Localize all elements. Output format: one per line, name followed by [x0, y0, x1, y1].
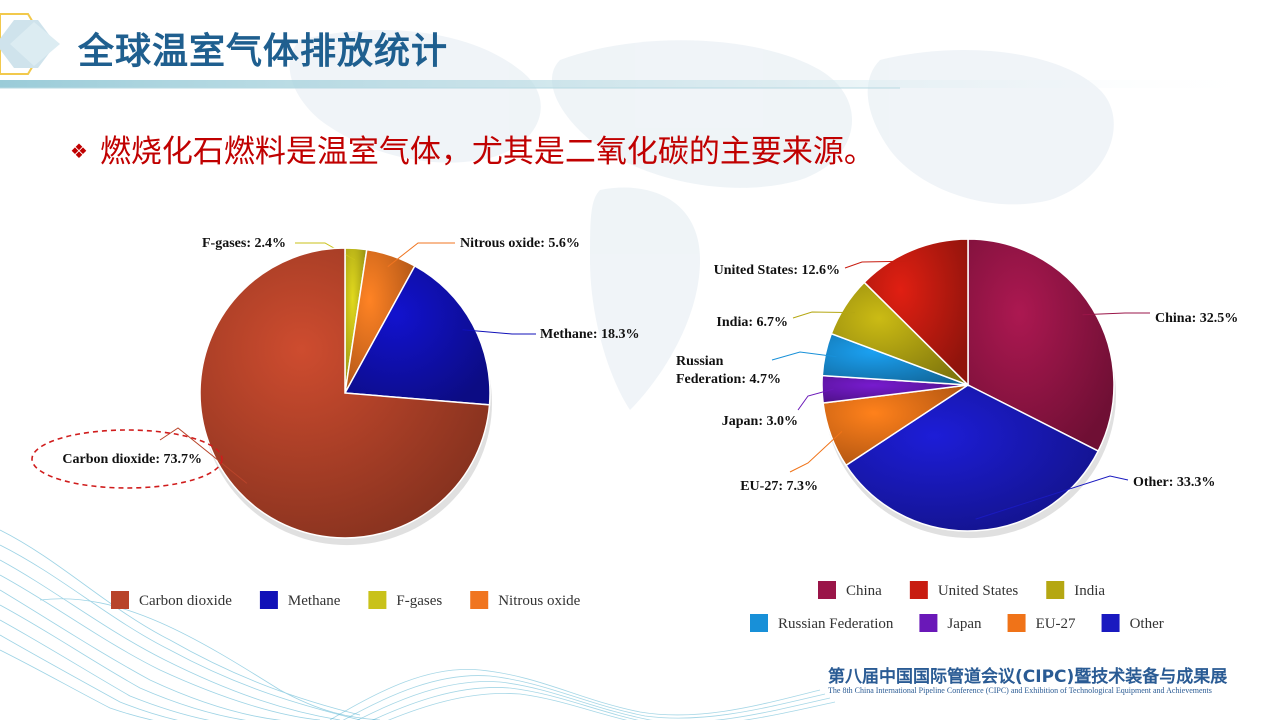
pie-slice-united-states — [863, 238, 969, 387]
data-label-methane: Methane: 18.3% — [540, 327, 640, 342]
data-label-india: India: 6.7% — [716, 315, 788, 330]
pie-slice-methane — [343, 264, 491, 406]
legend-swatch-japan — [919, 614, 938, 632]
highlight-ellipse-carbon-dioxide — [31, 429, 223, 489]
pie-chart-gas-types: F-gases: 2.4% Nitrous oxide: 5.6% Methane:… — [31, 236, 640, 609]
wave-lines-decoration — [0, 529, 381, 720]
legend-item-carbon-dioxide: Carbon dioxide — [139, 593, 232, 609]
data-label-japan: Japan: 3.0% — [722, 414, 798, 429]
pie-chart-countries: China: 32.5% Other: 33.3% EU-27: 7.3% Japan… — [676, 238, 1238, 632]
data-label-carbon-dioxide: Carbon dioxide: 73.7% — [62, 452, 202, 467]
leader-line-china — [1082, 312, 1150, 316]
legend-swatch-russian-federation — [750, 614, 768, 632]
legend-swatch-nitrous-oxide — [470, 591, 489, 609]
data-label-eu-27: EU-27: 7.3% — [740, 479, 818, 494]
pie-slice-china — [967, 238, 1115, 453]
legend-item-eu-27: EU-27 — [1036, 616, 1076, 632]
legend-swatch-china — [818, 581, 836, 599]
legend-item-f-gases: F-gases — [396, 593, 442, 609]
legend-swatch-carbon-dioxide — [111, 591, 129, 609]
leader-line-carbon-dioxide — [159, 427, 248, 484]
leader-line-japan — [797, 388, 834, 411]
headline-text: 燃烧化石燃料是温室气体，尤其是二氧化碳的主要来源。 — [99, 134, 875, 170]
legend-item-india: India — [1074, 583, 1105, 599]
data-label-other: Other: 33.3% — [1133, 475, 1215, 490]
data-label-china: China: 32.5% — [1155, 311, 1238, 326]
bullet-icon: ❖ — [70, 139, 88, 163]
data-label-united-states: United States: 12.6% — [714, 263, 840, 278]
legend-swatch-other — [1101, 614, 1120, 632]
data-label-russian-federation-line2: Federation: 4.7% — [676, 372, 781, 387]
legend-swatch-f-gases — [368, 591, 387, 609]
legend-item-russian-federation: Russian Federation — [778, 616, 894, 632]
leader-line-russian-federation — [771, 351, 837, 361]
legend-item-methane: Methane — [288, 593, 341, 609]
pie-slice-carbon-dioxide — [199, 247, 491, 539]
legend-swatch-united-states — [909, 581, 928, 599]
title-diamond-icon — [0, 13, 60, 75]
leader-line-india — [792, 311, 855, 319]
data-label-nitrous-oxide: Nitrous oxide: 5.6% — [460, 236, 580, 251]
legend-swatch-eu-27 — [1007, 614, 1026, 632]
legend-item-other: Other — [1130, 616, 1164, 632]
legend-item-nitrous-oxide: Nitrous oxide — [498, 593, 580, 609]
legend-swatch-india — [1046, 581, 1065, 599]
legend-swatch-methane — [259, 591, 278, 609]
legend-item-united-states: United States — [938, 583, 1019, 599]
wave-lines-bottom — [329, 668, 836, 720]
leader-line-nitrous-oxide — [387, 242, 455, 268]
data-label-f-gases: F-gases: 2.4% — [202, 236, 286, 251]
leader-line-other — [975, 475, 1129, 520]
footer-conference-en: The 8th China International Pipeline Con… — [828, 686, 1212, 695]
leader-line-eu-27 — [789, 431, 843, 473]
leader-line-methane — [462, 329, 536, 335]
world-map-watermark — [289, 30, 1114, 410]
footer-conference-cn: 第八届中国国际管道会议(CIPC)暨技术装备与成果展 — [828, 667, 1228, 687]
legend-item-china: China — [846, 583, 882, 599]
headline: ❖ 燃烧化石燃料是温室气体，尤其是二氧化碳的主要来源。 — [70, 126, 875, 171]
legend-item-japan: Japan — [947, 616, 982, 632]
data-label-russian-federation-line1: Russian — [676, 354, 724, 369]
leader-line-united-states — [844, 260, 917, 269]
pie-slice-other — [845, 384, 1100, 532]
page-title: 全球温室气体排放统计 — [78, 31, 449, 72]
